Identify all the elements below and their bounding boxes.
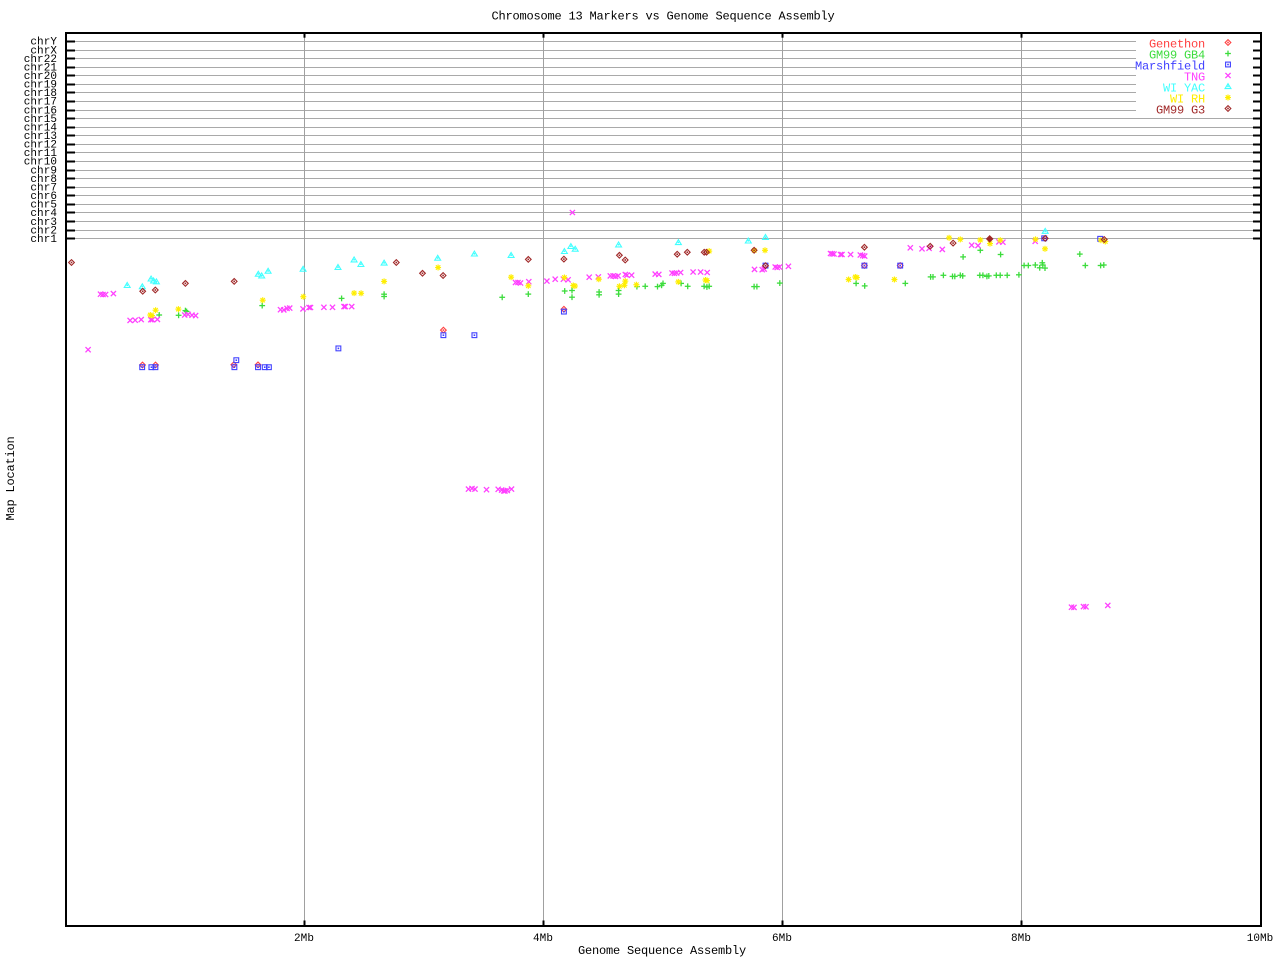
svg-text:chr4: chr4 (30, 208, 57, 220)
svg-text:chr8: chr8 (30, 174, 57, 186)
svg-text:chr14: chr14 (24, 122, 58, 134)
svg-text:chr20: chr20 (24, 71, 57, 83)
svg-text:chr2: chr2 (30, 225, 57, 237)
svg-text:WI RH: WI RH (1170, 92, 1205, 106)
svg-text:chr11: chr11 (24, 148, 58, 160)
svg-text:chr22: chr22 (24, 54, 57, 66)
svg-text:Chromosome 13 Markers vs Genom: Chromosome 13 Markers vs Genome Sequence… (491, 9, 834, 23)
svg-text:chr1: chr1 (30, 234, 57, 246)
svg-text:6Mb: 6Mb (772, 933, 792, 945)
svg-text:GM99 GB4: GM99 GB4 (1149, 48, 1205, 62)
svg-text:chr18: chr18 (24, 88, 57, 100)
svg-text:chrY: chrY (30, 37, 57, 49)
svg-text:chr9: chr9 (30, 165, 57, 177)
svg-text:chr15: chr15 (24, 114, 57, 126)
svg-text:chrX: chrX (30, 45, 57, 57)
svg-text:Marshfield: Marshfield (1135, 59, 1205, 73)
svg-text:chr10: chr10 (24, 157, 57, 169)
svg-text:chr19: chr19 (24, 80, 57, 92)
svg-text:chr7: chr7 (30, 183, 57, 195)
svg-text:10Mb: 10Mb (1247, 933, 1274, 945)
svg-text:Map Location: Map Location (4, 436, 18, 520)
svg-text:GM99 G3: GM99 G3 (1156, 103, 1205, 117)
svg-text:chr16: chr16 (24, 105, 57, 117)
svg-text:8Mb: 8Mb (1011, 933, 1031, 945)
svg-text:Genome Sequence Assembly: Genome Sequence Assembly (578, 944, 746, 958)
svg-text:chr21: chr21 (24, 62, 58, 74)
svg-text:chr12: chr12 (24, 140, 57, 152)
svg-text:4Mb: 4Mb (533, 933, 553, 945)
svg-text:Genethon: Genethon (1149, 37, 1205, 51)
svg-text:TNG: TNG (1184, 70, 1205, 84)
svg-text:WI YAC: WI YAC (1163, 81, 1205, 95)
svg-text:2Mb: 2Mb (294, 933, 314, 945)
svg-text:chr17: chr17 (24, 97, 57, 109)
svg-text:chr6: chr6 (30, 191, 57, 203)
svg-text:chr5: chr5 (30, 200, 57, 212)
svg-text:chr13: chr13 (24, 131, 57, 143)
svg-text:chr3: chr3 (30, 217, 57, 229)
